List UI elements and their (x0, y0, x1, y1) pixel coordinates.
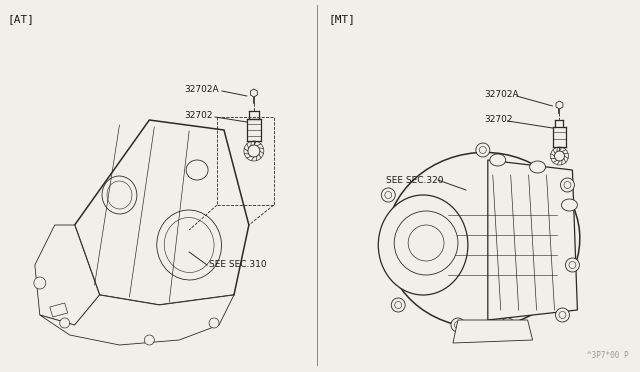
Text: [AT]: [AT] (8, 14, 35, 24)
Circle shape (566, 258, 579, 272)
Ellipse shape (186, 160, 208, 180)
Circle shape (248, 145, 260, 157)
Text: SEE SEC.320: SEE SEC.320 (387, 176, 444, 185)
Polygon shape (75, 120, 249, 305)
Polygon shape (40, 295, 234, 345)
Polygon shape (453, 320, 532, 343)
Text: SEE SEC.310: SEE SEC.310 (209, 260, 267, 269)
Circle shape (34, 277, 46, 289)
Polygon shape (250, 89, 257, 97)
Circle shape (145, 335, 154, 345)
Circle shape (561, 178, 575, 192)
Circle shape (500, 318, 515, 332)
Polygon shape (556, 101, 563, 109)
Ellipse shape (378, 195, 468, 295)
Circle shape (394, 211, 458, 275)
Circle shape (451, 318, 465, 332)
Text: [MT]: [MT] (328, 14, 355, 24)
Text: 32702A: 32702A (184, 85, 219, 94)
Text: ^3P7*00 P: ^3P7*00 P (588, 351, 629, 360)
Circle shape (391, 298, 405, 312)
Text: 32702A: 32702A (484, 90, 518, 99)
Ellipse shape (386, 153, 580, 328)
Circle shape (554, 151, 564, 161)
Circle shape (60, 318, 70, 328)
Circle shape (476, 143, 490, 157)
Polygon shape (488, 160, 577, 320)
Circle shape (381, 188, 396, 202)
Ellipse shape (490, 154, 506, 166)
Text: 32702: 32702 (184, 111, 212, 120)
Circle shape (556, 308, 570, 322)
Polygon shape (50, 303, 68, 317)
Circle shape (209, 318, 219, 328)
Text: 32702: 32702 (484, 115, 512, 124)
Ellipse shape (530, 161, 545, 173)
Ellipse shape (561, 199, 577, 211)
Polygon shape (35, 225, 100, 325)
